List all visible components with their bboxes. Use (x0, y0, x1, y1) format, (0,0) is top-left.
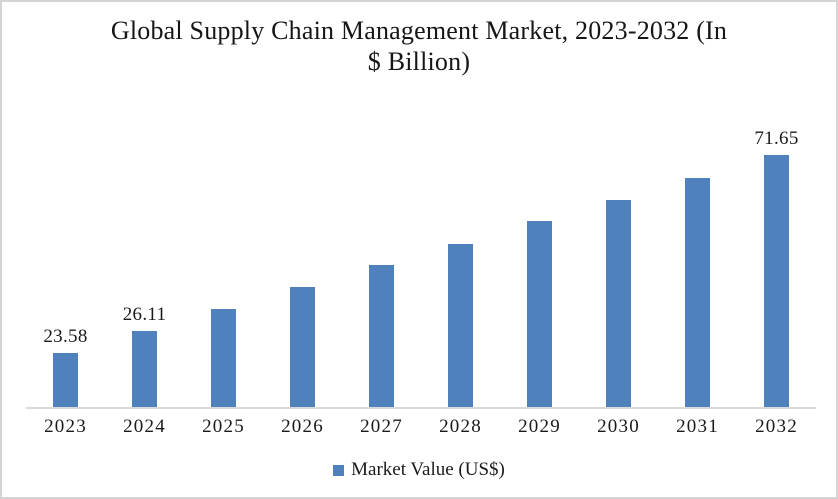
x-tick-label-2030: 2030 (597, 416, 640, 437)
bar-2032 (764, 155, 789, 407)
value-label-2024: 26.11 (122, 304, 167, 325)
chart-title-line-1: Global Supply Chain Management Market, 2… (110, 16, 728, 45)
x-tick-label-2031: 2031 (676, 416, 719, 437)
x-tick-label-2026: 2026 (281, 416, 324, 437)
x-tick-label-2028: 2028 (439, 416, 482, 437)
value-label-2032: 71.65 (754, 128, 799, 149)
chart-title: Global Supply Chain Management Market, 2… (59, 15, 779, 77)
category-slot-2030: 2030 (579, 102, 658, 437)
bar-2028 (448, 244, 473, 407)
category-slot-2023: 23.58 2023 (26, 102, 105, 437)
category-slot-2025: 2025 (184, 102, 263, 437)
x-tick-label-2024: 2024 (123, 416, 166, 437)
bar-2023 (53, 353, 78, 407)
bar-2026 (290, 287, 315, 407)
bar-2024 (132, 331, 157, 407)
value-label-2023: 23.58 (43, 326, 88, 347)
legend-label: Market Value (US$) (351, 459, 505, 480)
category-slot-2024: 26.11 2024 (105, 102, 184, 437)
category-slot-2027: 2027 (342, 102, 421, 437)
x-tick-label-2027: 2027 (360, 416, 403, 437)
x-tick-label-2032: 2032 (755, 416, 798, 437)
plot-area: 23.58 2023 26.11 2024 2025 2026 2027 2028 2029 20… (26, 102, 816, 437)
bar-2027 (369, 265, 394, 407)
x-tick-label-2029: 2029 (518, 416, 561, 437)
category-slot-2026: 2026 (263, 102, 342, 437)
bar-2031 (685, 178, 710, 407)
x-axis-line (26, 407, 816, 409)
bar-2030 (606, 200, 631, 407)
legend-marker-swatch (333, 464, 345, 476)
bar-2025 (211, 309, 236, 407)
category-slot-2028: 2028 (421, 102, 500, 437)
bar-2029 (527, 221, 552, 407)
category-slot-2031: 2031 (658, 102, 737, 437)
x-tick-label-2023: 2023 (44, 416, 87, 437)
chart-title-line-2: $ Billion) (367, 47, 471, 76)
category-slot-2029: 2029 (500, 102, 579, 437)
legend: Market Value (US$) (2, 460, 836, 480)
category-slot-2032: 71.65 2032 (737, 102, 816, 437)
x-tick-label-2025: 2025 (202, 416, 245, 437)
